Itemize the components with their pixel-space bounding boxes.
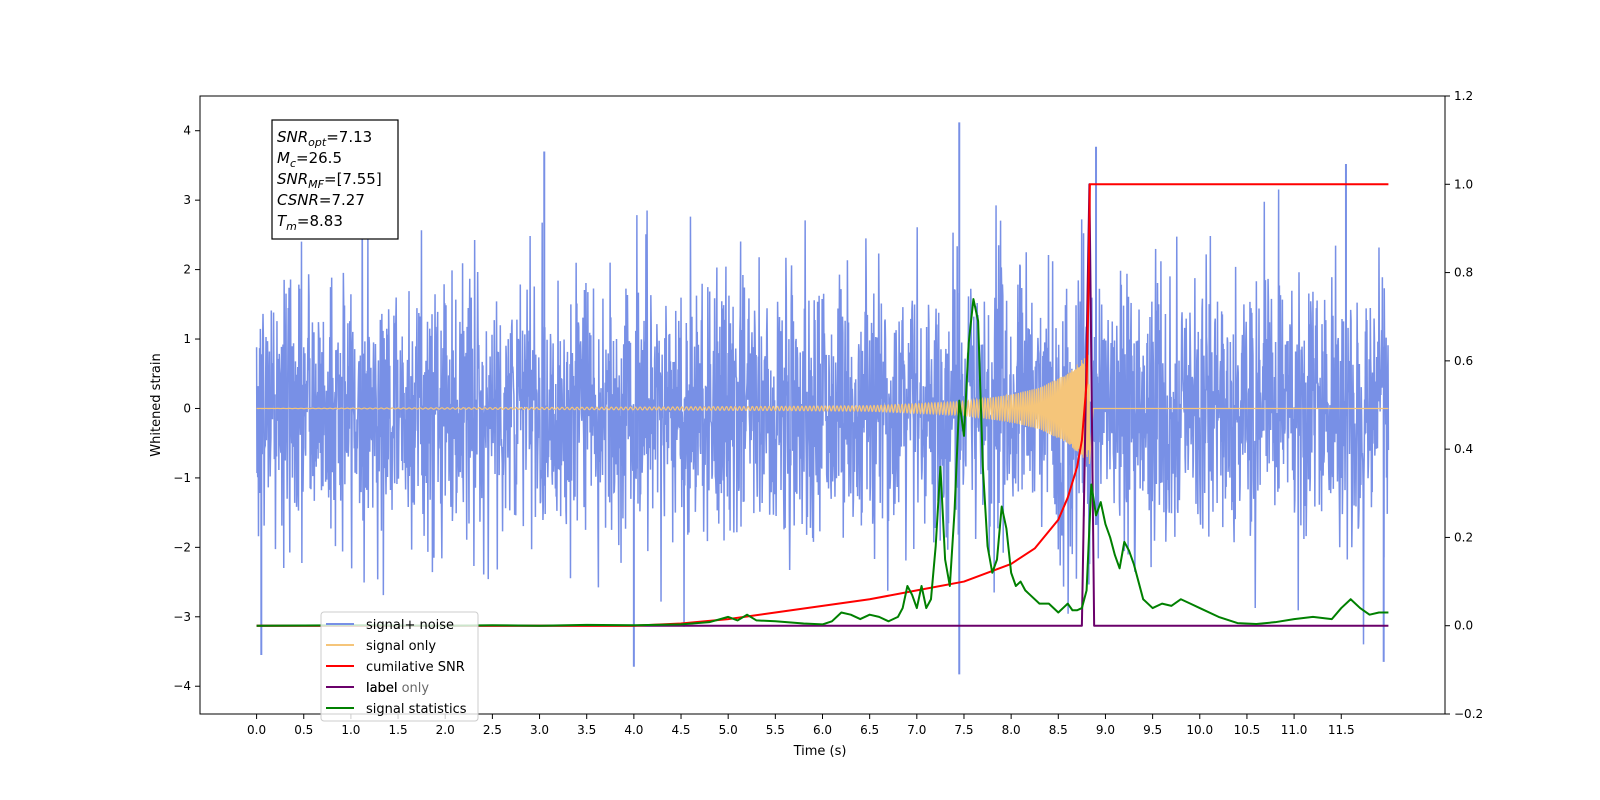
x-tick-label: 7.5 <box>954 723 973 737</box>
y-left-tick-label: −1 <box>173 471 191 485</box>
x-tick-label: 2.0 <box>436 723 455 737</box>
annotation-line: CSNR=7.27 <box>277 191 365 209</box>
x-tick-label: 4.5 <box>671 723 690 737</box>
y-left-tick-label: 4 <box>183 124 191 138</box>
y-right-tick-label: 0.4 <box>1454 442 1473 456</box>
x-tick-label: 0.0 <box>247 723 266 737</box>
y-left-tick-label: 3 <box>183 193 191 207</box>
y-axis-title-left: Whitened strain <box>149 353 164 456</box>
y-right-tick-label: 0.8 <box>1454 266 1473 280</box>
x-tick-label: 3.5 <box>577 723 596 737</box>
x-tick-label: 1.5 <box>389 723 408 737</box>
x-tick-label: 8.5 <box>1049 723 1068 737</box>
y-axis-left: −4 −3 −2 −1 0 1 2 3 4 <box>173 124 200 693</box>
legend-label: signal+ noise <box>366 618 454 633</box>
x-tick-label: 4.0 <box>624 723 643 737</box>
x-tick-label: 10.5 <box>1234 723 1261 737</box>
x-tick-label: 2.5 <box>483 723 502 737</box>
y-left-tick-label: −4 <box>173 679 191 693</box>
y-left-tick-label: 1 <box>183 332 191 346</box>
x-tick-label: 11.5 <box>1328 723 1355 737</box>
legend-label: signal only <box>366 639 436 654</box>
x-tick-label: 7.0 <box>907 723 926 737</box>
legend-label-top: label <box>366 681 397 696</box>
x-tick-label: 11.0 <box>1281 723 1308 737</box>
annotation-line: Mc=26.5 <box>277 149 342 170</box>
series-signal-plus-noise-line <box>255 189 1390 645</box>
y-left-tick-label: 2 <box>183 263 191 277</box>
x-axis-title: Time (s) <box>793 744 847 759</box>
x-tick-label: 6.0 <box>813 723 832 737</box>
legend-label: cumilative SNR <box>366 660 465 675</box>
y-right-tick-label: 1.2 <box>1454 89 1473 103</box>
y-right-tick-label: 0.2 <box>1454 530 1473 544</box>
legend-frame <box>320 611 479 722</box>
y-axis-right: −0.2 0.0 0.2 0.4 0.6 0.8 1.0 1.2 <box>1445 89 1483 721</box>
x-tick-label: 5.0 <box>719 723 738 737</box>
y-right-tick-label: 0.6 <box>1454 354 1473 368</box>
y-right-tick-label: 0.0 <box>1454 619 1473 633</box>
x-tick-label: 9.0 <box>1096 723 1115 737</box>
legend: signal+ noise signal only cumilative SNR la… <box>320 611 479 722</box>
legend-label-overlapped: label only <box>366 681 429 696</box>
x-tick-label: 5.5 <box>766 723 785 737</box>
x-tick-label: 6.5 <box>860 723 879 737</box>
annotation-line: SNRopt=7.13 <box>277 128 372 149</box>
y-left-tick-label: −3 <box>173 610 191 624</box>
annotation-line: SNRMF=[7.55] <box>277 170 382 191</box>
x-tick-label: 1.0 <box>341 723 360 737</box>
series-signal-only-line <box>256 354 1389 465</box>
annotation-frame <box>271 119 399 240</box>
x-tick-label: 10.0 <box>1186 723 1213 737</box>
x-axis: 0.0 0.5 1.0 1.5 2.0 2.5 3.0 3.5 4.0 4.5 5.0 5.5 6.0 6… <box>247 714 1355 737</box>
y-right-tick-label: −0.2 <box>1454 707 1483 721</box>
y-left-tick-label: −2 <box>173 540 191 554</box>
legend-label: signal statistics <box>366 702 467 717</box>
plot-data-layer <box>255 122 1390 675</box>
series-signal-statistics-line <box>256 298 1389 627</box>
x-tick-label: 9.5 <box>1143 723 1162 737</box>
y-right-tick-label: 1.0 <box>1454 177 1473 191</box>
y-left-tick-label: 0 <box>183 401 191 415</box>
x-tick-label: 3.0 <box>530 723 549 737</box>
x-tick-label: 8.0 <box>1002 723 1021 737</box>
legend-label: label <box>366 681 397 696</box>
x-tick-label: 0.5 <box>294 723 313 737</box>
annotation-line: Tm=8.83 <box>277 212 343 233</box>
